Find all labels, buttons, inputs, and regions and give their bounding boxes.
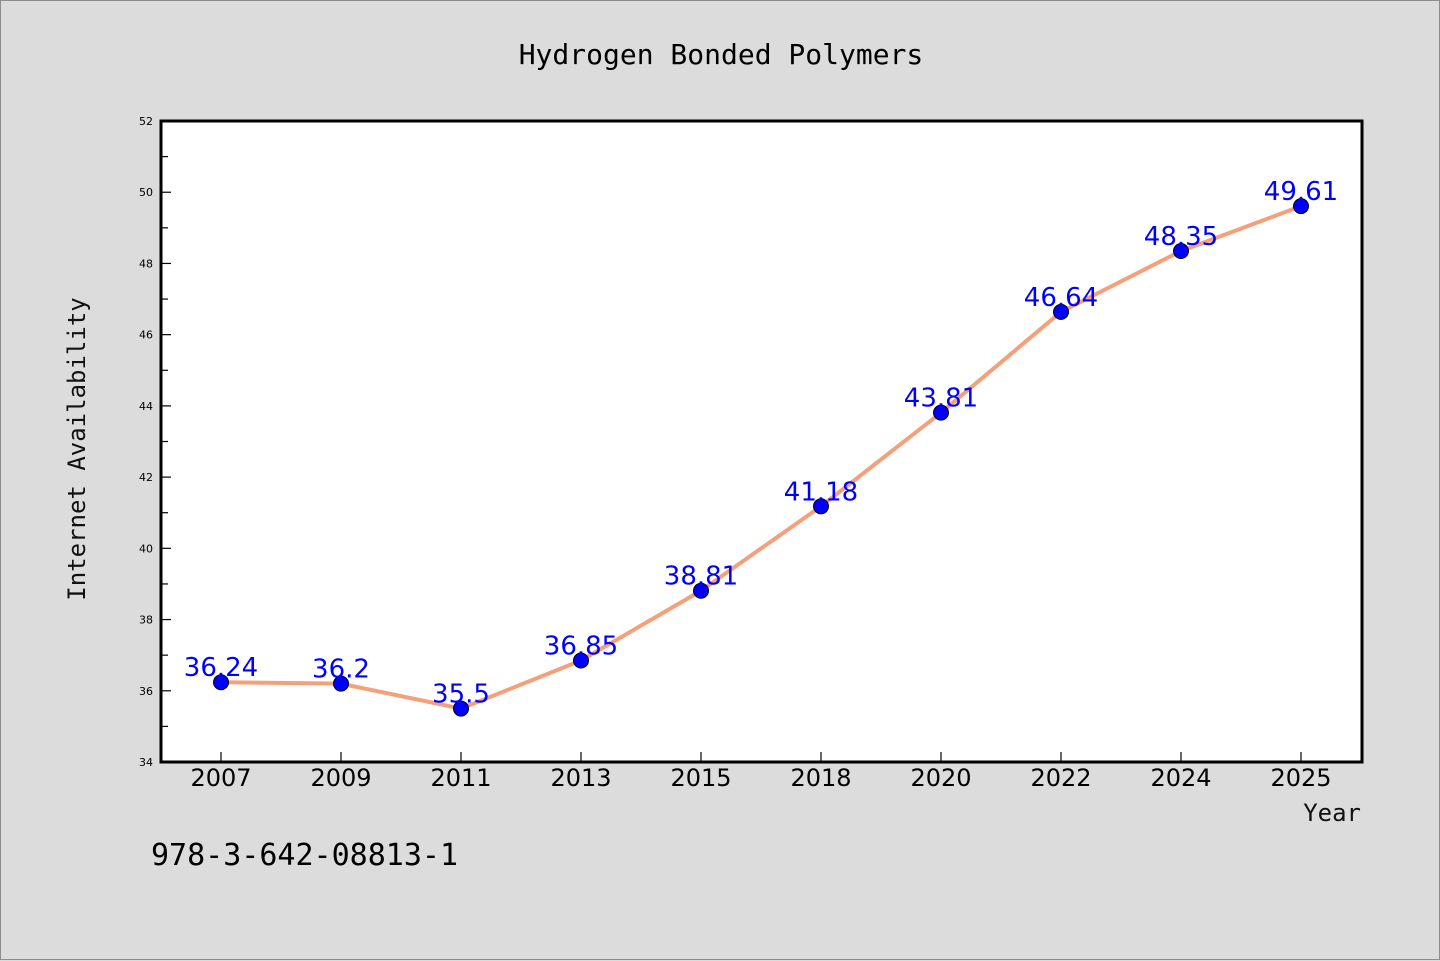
- x-tick-label: 2018: [790, 764, 851, 792]
- data-label: 49.61: [1264, 177, 1338, 207]
- series-line: [220, 204, 1302, 711]
- data-markers: [213, 198, 1309, 717]
- y-tick-label: 46: [139, 329, 153, 342]
- data-labels: 36.24 36.2 35.5 36.85 38.81 41.18 43.81 46.64 48…: [184, 177, 1338, 709]
- y-tick-label: 52: [139, 115, 153, 128]
- data-label: 38.81: [664, 562, 738, 592]
- data-label: 43.81: [904, 384, 978, 414]
- data-label: 35.5: [432, 680, 490, 710]
- data-label: 41.18: [784, 477, 858, 507]
- y-tick-label: 36: [139, 685, 153, 698]
- data-point: [213, 674, 229, 691]
- x-tick-label: 2009: [310, 764, 371, 792]
- x-tick-label: 2007: [190, 764, 251, 792]
- y-tick-label: 50: [139, 186, 153, 199]
- data-point: [1173, 242, 1189, 259]
- data-point: [1293, 198, 1309, 215]
- chart-title: Hydrogen Bonded Polymers: [519, 38, 924, 71]
- x-tick-label: 2020: [910, 764, 971, 792]
- data-point: [933, 404, 949, 421]
- data-label: 36.24: [184, 653, 258, 683]
- data-label: 46.64: [1024, 283, 1098, 313]
- data-point: [813, 498, 829, 515]
- y-tick-label: 44: [139, 400, 153, 413]
- data-label: 48.35: [1144, 222, 1218, 252]
- isbn-footnote: 978-3-642-08813-1: [151, 838, 458, 873]
- y-tick-label: 38: [139, 614, 153, 627]
- y-tick-label: 48: [139, 257, 153, 270]
- x-tick-label: 2022: [1030, 764, 1091, 792]
- data-point: [1053, 303, 1069, 320]
- data-point: [333, 675, 349, 692]
- x-tick-label: 2013: [550, 764, 611, 792]
- x-tick-label: 2011: [430, 764, 491, 792]
- y-tick-label: 42: [139, 471, 153, 484]
- y-tick-label: 34: [139, 756, 153, 769]
- x-axis-label: Year: [1303, 799, 1361, 827]
- data-point: [693, 582, 709, 599]
- y-axis: 34 36 38 40 42 44 46 48 50 52: [139, 115, 171, 769]
- data-label: 36.85: [544, 632, 618, 662]
- data-point: [453, 700, 469, 717]
- y-axis-label: Internet Availability: [63, 297, 91, 600]
- plot-area: [159, 119, 1364, 764]
- data-point: [573, 652, 589, 669]
- x-tick-label: 2025: [1270, 764, 1331, 792]
- data-label: 36.2: [312, 655, 370, 685]
- x-tick-label: 2024: [1150, 764, 1211, 792]
- y-tick-label: 40: [139, 542, 153, 555]
- x-axis: 2007 2009 2011 2013 2015 2018 2020 2022 2024 2025: [190, 752, 1332, 792]
- x-tick-label: 2015: [670, 764, 731, 792]
